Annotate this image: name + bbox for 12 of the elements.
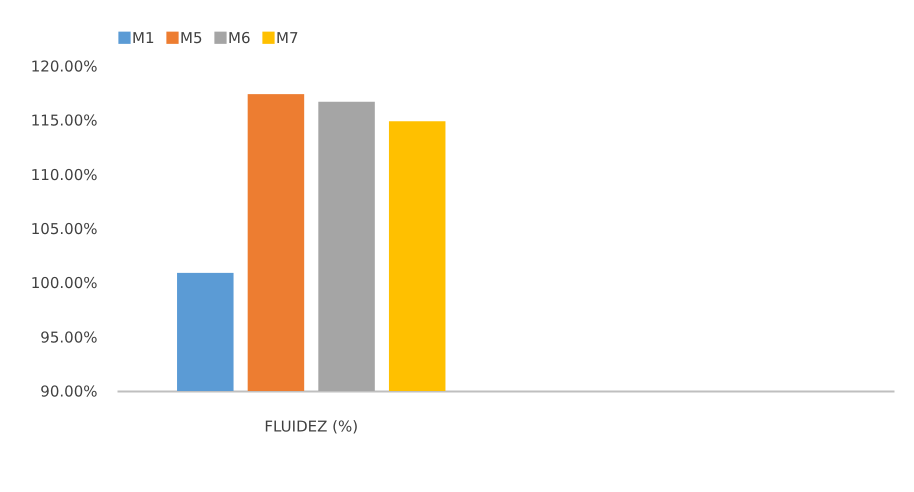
legend-label: M7 — [276, 28, 298, 47]
y-tick-label: 95.00% — [40, 328, 98, 346]
y-tick-label: 105.00% — [30, 220, 98, 238]
y-tick-label: 90.00% — [40, 382, 98, 400]
legend-label: M1 — [132, 28, 154, 47]
y-tick-label: 120.00% — [30, 58, 98, 76]
x-tick-label: FLUIDEZ (%) — [264, 418, 358, 436]
y-tick-label: 110.00% — [30, 166, 98, 184]
y-tick-label: 115.00% — [30, 112, 98, 130]
y-tick-label: 100.00% — [30, 274, 98, 292]
legend-label: M6 — [228, 28, 250, 47]
legend-label: M5 — [180, 28, 202, 47]
